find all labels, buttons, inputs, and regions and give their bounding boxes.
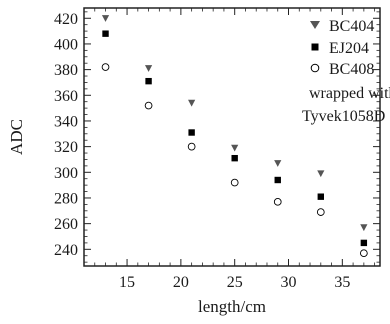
point-ej204 <box>145 77 152 85</box>
point-bc404 <box>101 15 110 22</box>
point-bc404 <box>317 170 325 178</box>
legend-item-ej204: EJ204 <box>311 40 369 57</box>
point-bc408 <box>101 63 110 71</box>
y-tick-label: 300 <box>54 165 78 182</box>
series-bc404 <box>101 15 368 232</box>
x-axis-label: length/cm <box>198 297 266 316</box>
y-tick-label: 260 <box>54 216 78 233</box>
legend-label-bc404: BC404 <box>329 18 374 35</box>
y-tick-label: 400 <box>54 36 78 53</box>
axis-ticks <box>84 8 380 266</box>
point-bc404 <box>231 144 239 152</box>
x-tick-label: 20 <box>173 274 189 291</box>
annotation-line-2: Tyvek1058D <box>302 108 385 125</box>
legend-item-bc404: BC404 <box>310 18 374 35</box>
y-tick-labels: 240 260 280 300 320 340 360 380 400 420 <box>54 11 78 259</box>
point-ej204 <box>317 193 324 200</box>
point-ej204 <box>231 154 238 162</box>
y-tick-label: 420 <box>54 11 78 28</box>
legend-label-bc408: BC408 <box>329 61 374 78</box>
legend: BC404 EJ204 BC408 wrapped with Tyvek1058… <box>302 18 390 125</box>
y-tick-label: 280 <box>54 190 78 207</box>
x-tick-labels: 15 20 25 30 35 <box>119 274 350 291</box>
y-tick-label: 360 <box>54 88 78 105</box>
series-ej204 <box>102 30 368 247</box>
point-bc408 <box>187 142 196 151</box>
plot-frame <box>83 7 381 267</box>
point-ej204 <box>360 239 368 247</box>
legend-marker-ej204 <box>311 43 319 51</box>
x-tick-label: 15 <box>119 274 135 291</box>
y-tick-label: 340 <box>54 113 78 130</box>
x-tick-label: 35 <box>334 274 350 291</box>
point-bc404 <box>274 160 282 167</box>
legend-marker-bc408 <box>310 63 320 73</box>
series-bc408 <box>101 63 368 258</box>
legend-item-bc408: BC408 <box>310 61 374 78</box>
point-bc404 <box>360 224 368 232</box>
point-ej204 <box>274 176 281 184</box>
point-bc408 <box>230 178 239 187</box>
point-ej204 <box>188 129 195 136</box>
y-tick-label: 380 <box>54 62 78 79</box>
point-bc408 <box>273 197 282 206</box>
y-tick-label: 320 <box>54 139 78 156</box>
point-ej204 <box>102 30 109 37</box>
point-bc408 <box>144 101 153 110</box>
x-tick-label: 30 <box>281 274 297 291</box>
y-tick-label: 240 <box>54 242 78 259</box>
annotation-line-1: wrapped with <box>309 85 390 102</box>
point-bc404 <box>144 65 153 72</box>
legend-marker-bc404 <box>310 21 320 29</box>
point-bc404 <box>188 99 196 107</box>
data-markers <box>101 15 368 258</box>
y-axis-label: ADC <box>7 119 26 155</box>
point-bc408 <box>360 249 368 258</box>
legend-label-ej204: EJ204 <box>329 40 369 57</box>
x-tick-label: 25 <box>227 274 243 291</box>
point-bc408 <box>316 208 325 216</box>
